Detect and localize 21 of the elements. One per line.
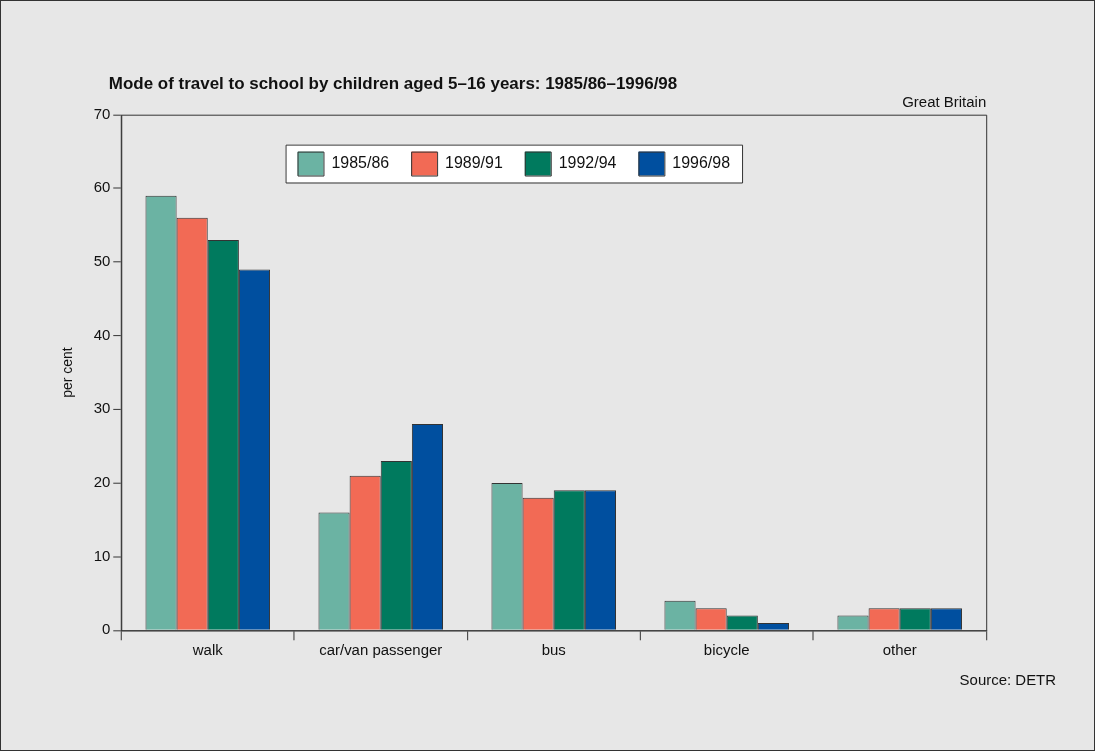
y-tick-label: 10 [93,546,111,564]
y-tick-label: 60 [93,178,111,196]
y-tick-label: 20 [93,473,111,491]
legend-label: 1996/98 [672,153,731,171]
legend-label: 1992/94 [558,153,617,171]
y-tick-label: 50 [93,252,111,270]
x-tick-label: bicycle [703,641,750,659]
y-axis-title: per cent [59,347,76,398]
x-tick-label: other [882,641,917,659]
legend-label: 1989/91 [445,153,503,171]
chart-title: Mode of travel to school by children aged 5–16 years: 1985/86–1996/98 [108,73,678,93]
x-tick-label: car/van passenger [319,641,443,659]
y-tick-label: 70 [93,104,111,122]
text: Great Britain [902,92,987,110]
x-tick-label: bus [541,641,566,659]
y-tick-label: 40 [93,325,111,343]
source-note: Source: DETR [959,671,1057,689]
legend-label: 1985/86 [331,153,390,171]
x-tick-label: walk [191,641,224,659]
y-tick-label: 30 [93,399,111,417]
y-tick-label: 0 [101,620,111,638]
